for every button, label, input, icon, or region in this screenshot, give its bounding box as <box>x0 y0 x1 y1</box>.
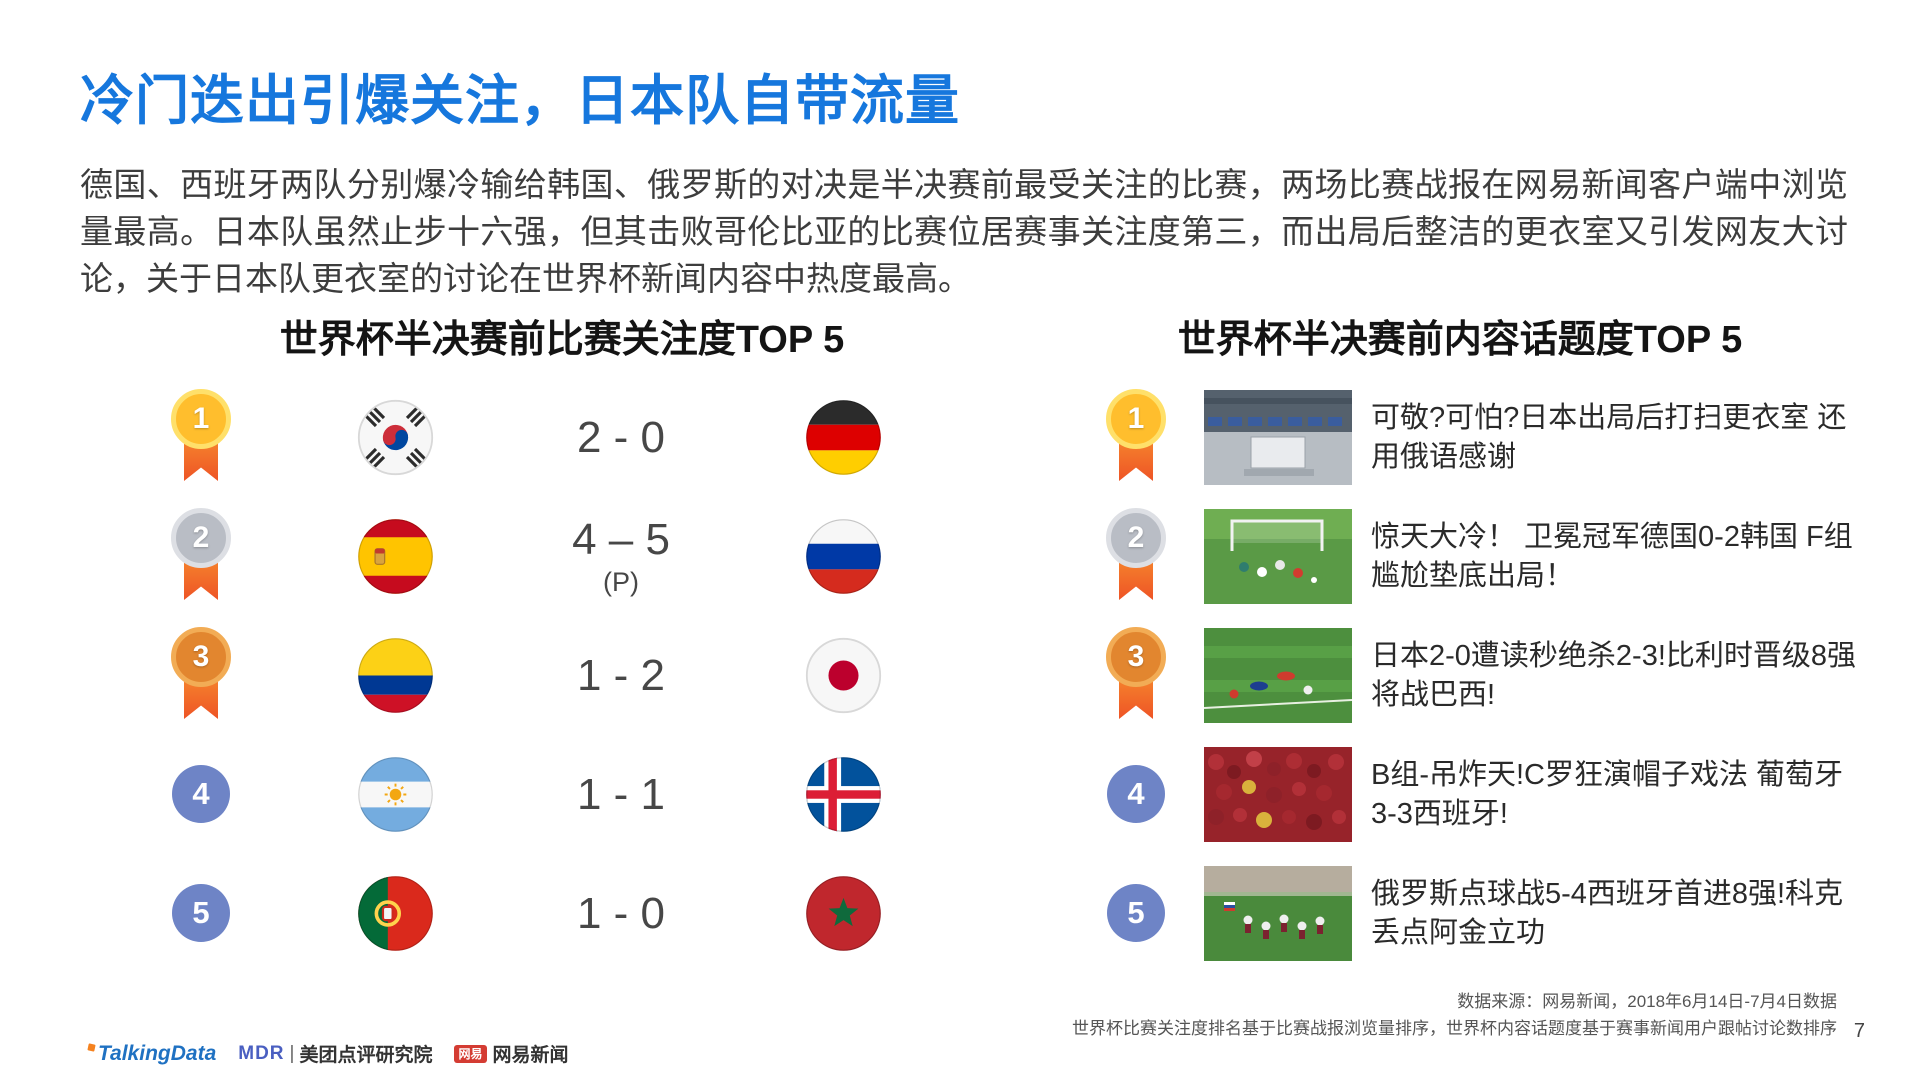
rank-number: 1 <box>1106 389 1166 449</box>
thumb-japan-belgium-match-photo <box>1204 628 1352 723</box>
netease-label: 网易新闻 <box>492 1045 569 1066</box>
match-score: 4 – 5 (P) <box>521 497 721 616</box>
topic-ranking-list: 1 可敬?可怕?日本出局后打扫更衣室 还用俄语感谢 <box>1103 378 1863 973</box>
score-text: 1 - 1 <box>576 769 666 819</box>
meituan-dianping-institute-logo: MDR | 美团点评研究院 <box>238 1040 432 1067</box>
flag-japan-icon <box>805 637 882 714</box>
score-text: 2 - 0 <box>576 412 666 462</box>
rank-1-medal: 1 <box>168 389 234 485</box>
rank-number: 5 <box>1107 884 1165 942</box>
netease-badge-icon: 网易 <box>454 1044 487 1063</box>
right-panel-heading: 世界杯半决赛前内容话题度TOP 5 <box>1177 319 1743 361</box>
rank-number: 1 <box>171 389 231 449</box>
topic-row-2: 2 惊天大冷！ 卫冕冠军德国0-2韩国 F组 尴尬垫底出局！ <box>1103 497 1863 616</box>
match-score: 1 - 0 <box>521 854 721 973</box>
rank-4-badge: 4 <box>1103 765 1169 823</box>
data-source-note: 数据来源：网易新闻，2018年6月14日-7月4日数据 世界杯比赛关注度排名基于… <box>1072 988 1837 1042</box>
match-attention-list: 1 <box>165 378 889 973</box>
flag-morocco-icon <box>806 876 881 951</box>
topic-title: 日本2-0遭读秒绝杀2-3!比利时晋级8强将战巴西! <box>1371 640 1857 711</box>
mdr-mark: MDR <box>238 1042 285 1064</box>
flag-portugal-icon <box>358 876 433 951</box>
rank-5-badge: 5 <box>1103 884 1169 942</box>
talkingdata-label: TalkingData <box>98 1041 217 1065</box>
match-row-2: 2 4 – 5 (P) <box>165 497 889 616</box>
rank-2-medal: 2 <box>1103 508 1169 604</box>
match-row-5: 5 1 - 0 <box>165 854 889 973</box>
thumb-russia-spain-celebration-photo <box>1204 866 1352 961</box>
penalty-note: (P) <box>603 567 639 597</box>
flag-south-korea-icon <box>357 399 434 476</box>
logo-divider: | <box>289 1042 295 1064</box>
score-text: 4 – 5 <box>572 515 670 564</box>
topic-row-5: 5 俄罗斯点球战5-4西班牙首进8强!科克丢点阿金立功 <box>1103 854 1863 973</box>
flag-colombia-icon <box>358 638 433 713</box>
rank-number: 3 <box>171 627 231 687</box>
topic-row-3: 3 日本2-0遭读秒绝杀2-3!比利时晋级8强将战巴西! <box>1103 616 1863 735</box>
match-score: 1 - 2 <box>521 616 721 735</box>
source-line-1: 数据来源：网易新闻，2018年6月14日-7月4日数据 <box>1457 992 1837 1011</box>
meituan-label: 美团点评研究院 <box>299 1045 433 1066</box>
talkingdata-logo: TalkingData <box>87 1041 217 1066</box>
flag-russia-icon <box>806 519 881 594</box>
body-paragraph: 德国、西班牙两队分别爆冷输给韩国、俄罗斯的对决是半决赛前最受关注的比赛，两场比赛… <box>80 166 1848 297</box>
left-panel-heading: 世界杯半决赛前比赛关注度TOP 5 <box>279 319 845 361</box>
topic-title: 俄罗斯点球战5-4西班牙首进8强!科克丢点阿金立功 <box>1371 878 1844 949</box>
footer-logo-bar: TalkingData MDR | 美团点评研究院 网易 网易新闻 <box>87 1040 569 1067</box>
rank-2-medal: 2 <box>168 508 234 604</box>
match-row-1: 1 <box>165 378 889 497</box>
rank-4-badge: 4 <box>168 765 234 823</box>
netease-news-logo: 网易 网易新闻 <box>454 1040 569 1067</box>
topic-title: B组-吊炸天!C罗狂演帽子戏法 葡萄牙3-3西班牙! <box>1371 759 1844 830</box>
topic-title: 惊天大冷！ 卫冕冠军德国0-2韩国 F组 尴尬垫底出局！ <box>1371 521 1853 592</box>
topic-row-4: 4 B组-吊炸天!C罗狂演帽子戏法 葡萄牙3-3西班牙! <box>1103 735 1863 854</box>
match-row-4: 4 1 - 1 <box>165 735 889 854</box>
talkingdata-accent-icon <box>87 1042 96 1052</box>
page-number: 7 <box>1853 1020 1865 1042</box>
rank-3-medal: 3 <box>168 627 234 723</box>
rank-number: 4 <box>1107 765 1165 823</box>
source-line-2: 世界杯比赛关注度排名基于比赛战报浏览量排序，世界杯内容话题度基于赛事新闻用户跟帖… <box>1072 1019 1837 1039</box>
rank-number: 3 <box>1106 627 1166 687</box>
flag-argentina-icon <box>358 757 433 832</box>
rank-number: 4 <box>172 765 230 823</box>
flag-iceland-icon <box>806 757 881 832</box>
score-text: 1 - 2 <box>576 650 666 700</box>
score-text: 1 - 0 <box>576 888 666 938</box>
page-title: 冷门迭出引爆关注，日本队自带流量 <box>80 71 960 131</box>
rank-1-medal: 1 <box>1103 389 1169 485</box>
flag-spain-icon <box>358 519 433 594</box>
thumb-germany-korea-match-photo <box>1204 509 1352 604</box>
match-row-3: 3 1 - 2 <box>165 616 889 735</box>
topic-title: 可敬?可怕?日本出局后打扫更衣室 还用俄语感谢 <box>1371 402 1847 473</box>
match-score: 1 - 1 <box>521 735 721 854</box>
flag-germany-icon <box>806 400 881 475</box>
topic-row-1: 1 可敬?可怕?日本出局后打扫更衣室 还用俄语感谢 <box>1103 378 1863 497</box>
rank-5-badge: 5 <box>168 884 234 942</box>
rank-number: 2 <box>171 508 231 568</box>
thumb-locker-room-photo <box>1204 390 1352 485</box>
thumb-portugal-spain-fans-photo <box>1204 747 1352 842</box>
rank-number: 2 <box>1106 508 1166 568</box>
rank-3-medal: 3 <box>1103 627 1169 723</box>
match-score: 2 - 0 <box>521 378 721 497</box>
rank-number: 5 <box>172 884 230 942</box>
